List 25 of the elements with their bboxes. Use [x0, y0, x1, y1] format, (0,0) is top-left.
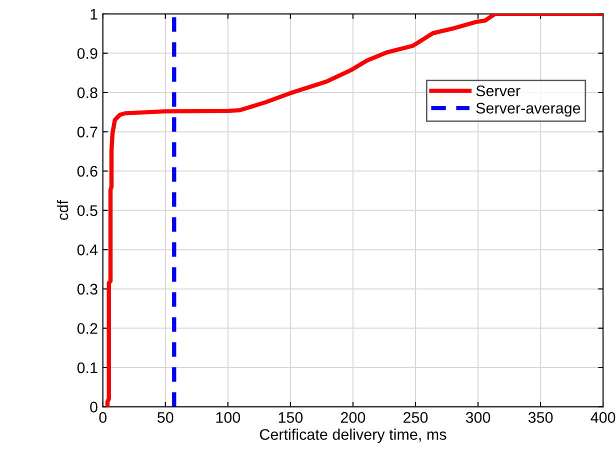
y-tick-label: 0.2 [77, 323, 98, 334]
y-tick-label: 0.1 [77, 362, 98, 374]
y-tick-label: 0.6 [77, 166, 98, 177]
legend-label: Server-average [476, 102, 580, 117]
x-tick-label: 250 [404, 412, 428, 423]
x-axis-title: Certificate delivery time, ms [260, 428, 446, 443]
y-tick-label: 0.7 [77, 126, 98, 138]
y-tick-label: 0.3 [77, 284, 98, 295]
x-tick-label: 150 [278, 412, 303, 423]
y-tick-label: 0 [90, 402, 98, 412]
x-tick-label: 400 [590, 412, 616, 423]
y-tick-label: 0.4 [77, 244, 98, 256]
x-tick-label: 100 [216, 412, 240, 423]
y-tick-label: 1 [90, 8, 98, 20]
y-axis-title: cdf [56, 200, 68, 220]
legend-label: Server [476, 85, 520, 96]
x-tick-label: 350 [528, 412, 553, 423]
x-tick-label: 300 [466, 412, 490, 423]
line-series [105, 14, 604, 407]
y-tick-label: 0.8 [77, 87, 98, 98]
x-tick-label: 50 [158, 412, 174, 423]
y-tick-label: 0.5 [77, 205, 98, 216]
x-tick-label: 200 [340, 412, 366, 423]
x-tick-label: 0 [99, 412, 107, 423]
y-tick-label: 0.9 [77, 48, 98, 59]
